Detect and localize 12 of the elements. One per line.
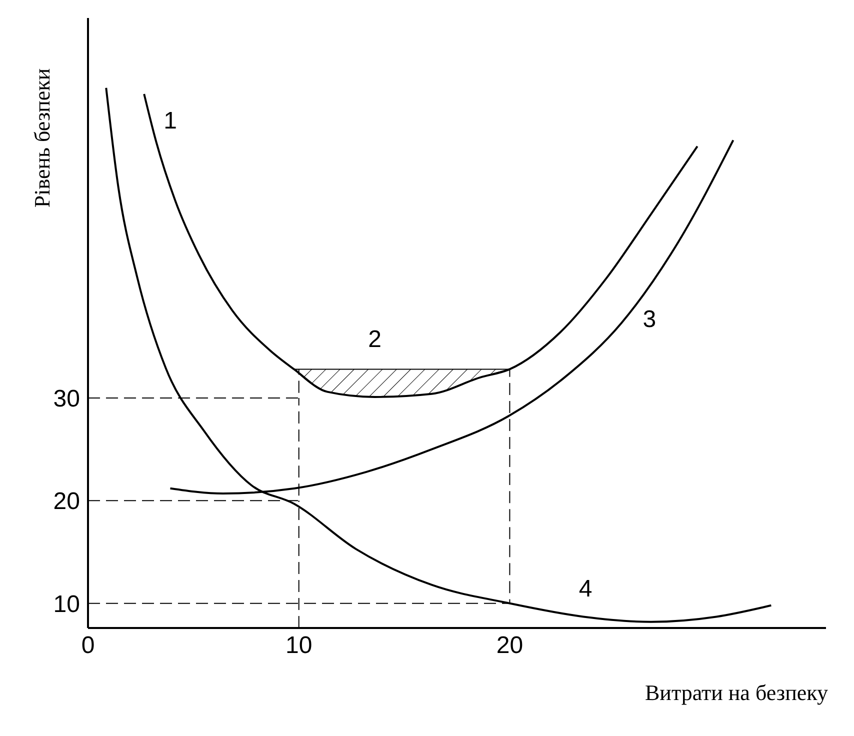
x-tick-label: 20	[496, 632, 524, 660]
series-label: 4	[578, 576, 592, 603]
y-tick-label: 30	[53, 385, 80, 412]
x-tick-label: 0	[81, 632, 95, 660]
series-label: 3	[642, 306, 656, 333]
x-tick-label: 10	[286, 632, 312, 660]
y-tick-label: 20	[53, 488, 80, 516]
y-axis-title: Рівень безпеки	[30, 68, 54, 208]
x-axis-title: Витрати на безпеку	[645, 680, 828, 705]
series-label: 2	[368, 326, 382, 354]
y-tick-label: 10	[53, 590, 80, 618]
series-label: 1	[164, 107, 177, 134]
